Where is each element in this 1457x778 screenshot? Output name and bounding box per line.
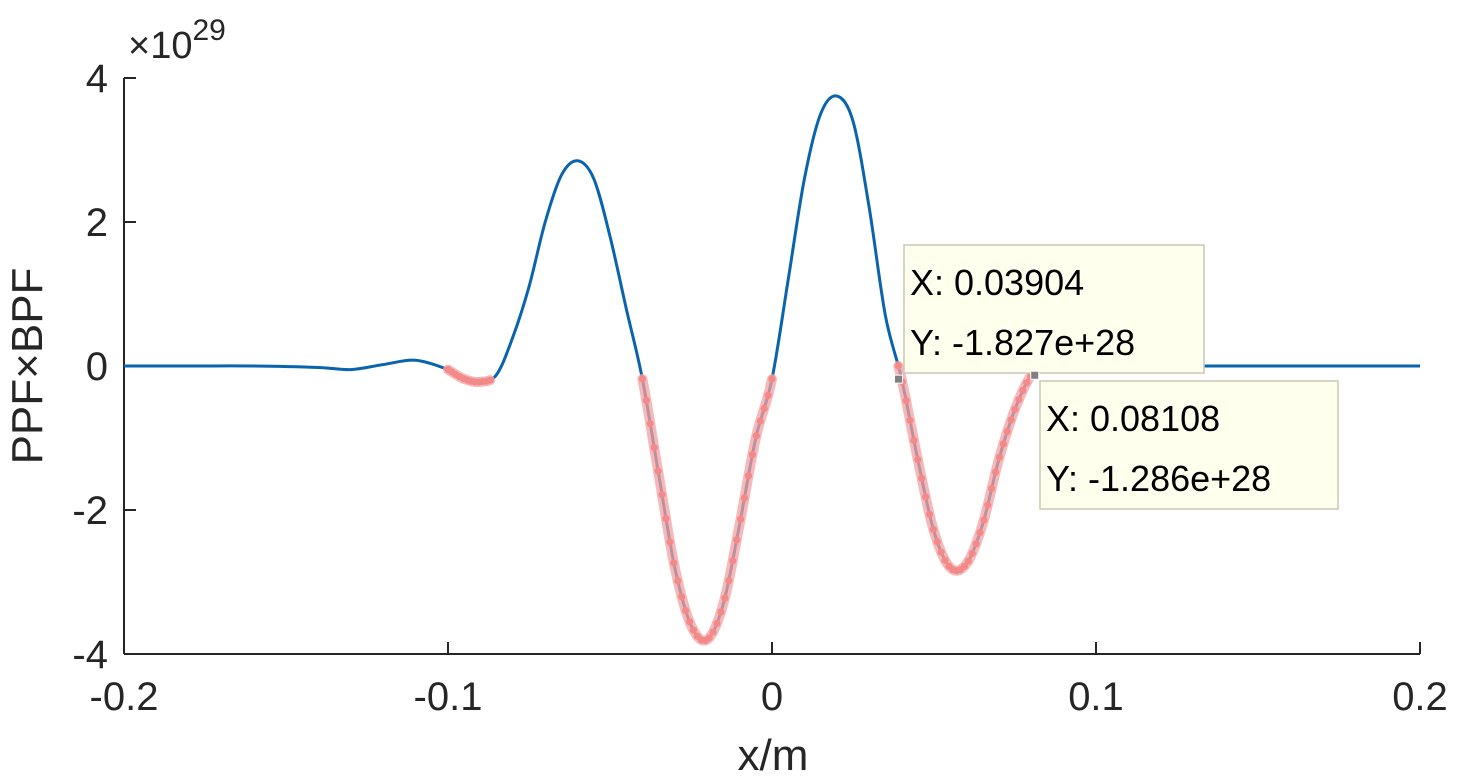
- highlight-band-1: [637, 373, 777, 646]
- highlight-point: [678, 593, 686, 601]
- axes: -0.2 -0.1 0 0.1 0.2 4 2 0 -2 -4: [72, 57, 1447, 719]
- highlight-point: [689, 626, 698, 634]
- highlight-point: [764, 391, 772, 400]
- highlight-region-2: [893, 360, 1040, 576]
- highlight-point: [976, 528, 984, 537]
- highlight-point: [486, 376, 494, 384]
- highlight-point: [642, 396, 650, 404]
- x-tick-label-2: 0: [761, 675, 783, 719]
- highlight-point: [733, 536, 741, 544]
- highlight-point: [646, 419, 654, 428]
- datatip-box-0: [903, 244, 1205, 374]
- highlight-point: [744, 472, 753, 480]
- highlight-point: [674, 577, 682, 585]
- x-tick-label-3: 0.1: [1068, 675, 1124, 719]
- highlight-region-1: [637, 373, 777, 646]
- datatip-1: X: 0.08108 Y: -1.286e+28: [1030, 370, 1339, 510]
- datatip-marker-1: [1030, 370, 1040, 380]
- series-line: [124, 94, 1420, 643]
- highlight-point: [1019, 386, 1027, 395]
- y-tick-label-3: -2: [72, 489, 108, 533]
- datatip-y-1: Y: -1.286e+28: [1046, 458, 1271, 499]
- y-tick-label-0: 4: [86, 57, 108, 101]
- highlight-point: [910, 436, 918, 445]
- highlight-point: [740, 494, 749, 502]
- highlight-point: [902, 396, 910, 405]
- highlight-point: [756, 417, 764, 425]
- highlight-point: [991, 468, 1000, 476]
- highlight-point: [658, 490, 666, 499]
- highlight-point: [768, 375, 776, 383]
- highlight-point: [914, 456, 922, 464]
- highlight-point: [654, 467, 662, 475]
- highlight-point: [980, 516, 988, 524]
- highlight-point: [894, 362, 902, 370]
- highlight-point: [1007, 416, 1015, 424]
- highlight-point: [682, 606, 690, 615]
- highlight-point: [964, 557, 972, 565]
- x-tick-label-1: -0.1: [414, 675, 483, 719]
- highlight-point: [721, 594, 729, 602]
- y-axis-label: PPF×BPF: [3, 268, 52, 465]
- highlight-point: [760, 404, 768, 413]
- highlight-point: [705, 634, 713, 642]
- highlight-point: [925, 510, 934, 518]
- datatip-x-0: X: 0.03904: [910, 262, 1084, 303]
- highlight-point: [662, 515, 670, 523]
- exponent-label: ×1029: [128, 14, 226, 67]
- x-tick-label-4: 0.2: [1392, 675, 1448, 719]
- highlight-point: [918, 474, 926, 482]
- datatip-0: X: 0.03904 Y: -1.827e+28: [893, 244, 1205, 384]
- highlight-point: [968, 549, 976, 558]
- highlight-point: [685, 618, 694, 626]
- datatip-x-1: X: 0.08108: [1046, 398, 1220, 439]
- highlight-point: [960, 562, 969, 570]
- datatip-marker-0: [893, 374, 903, 384]
- highlight-point: [638, 375, 647, 383]
- highlight-point: [988, 484, 996, 493]
- highlight-point: [729, 557, 737, 565]
- highlight-point: [995, 453, 1004, 461]
- highlight-point: [941, 556, 949, 564]
- highlight-point: [725, 577, 733, 585]
- highlight-point: [1023, 379, 1031, 387]
- highlight-point: [921, 493, 930, 501]
- highlight-point: [1003, 427, 1011, 436]
- highlight-point: [999, 440, 1007, 448]
- plot-area: [124, 94, 1420, 646]
- y-tick-label-1: 2: [86, 201, 108, 245]
- highlight-point: [933, 538, 941, 546]
- highlight-point: [1011, 405, 1019, 413]
- datatips: X: 0.03904 Y: -1.827e+28 X: 0.08108 Y: -1.2…: [893, 244, 1339, 510]
- highlight-band-2: [893, 360, 1040, 576]
- highlight-point: [717, 608, 725, 616]
- highlight-point: [929, 525, 937, 533]
- highlight-point: [709, 628, 717, 636]
- highlight-point: [666, 538, 674, 546]
- y-tick-label-2: 0: [86, 345, 108, 389]
- highlight-point: [937, 548, 945, 556]
- datatip-box-1: [1039, 380, 1339, 510]
- highlight-point: [752, 432, 760, 440]
- x-axis-label: x/m: [738, 731, 809, 778]
- x-tick-label-0: -0.2: [90, 675, 159, 719]
- highlight-region-0: [443, 364, 496, 388]
- highlight-point: [650, 443, 658, 452]
- y-tick-label-4: -4: [72, 633, 108, 677]
- datatip-y-0: Y: -1.827e+28: [910, 322, 1135, 363]
- highlight-point: [906, 416, 914, 425]
- highlight-point: [713, 619, 721, 627]
- highlight-point: [1015, 395, 1023, 404]
- highlight-point: [670, 559, 678, 567]
- highlight-point: [984, 501, 992, 509]
- highlight-point: [972, 540, 980, 548]
- highlight-point: [748, 451, 756, 459]
- highlight-point: [736, 515, 745, 523]
